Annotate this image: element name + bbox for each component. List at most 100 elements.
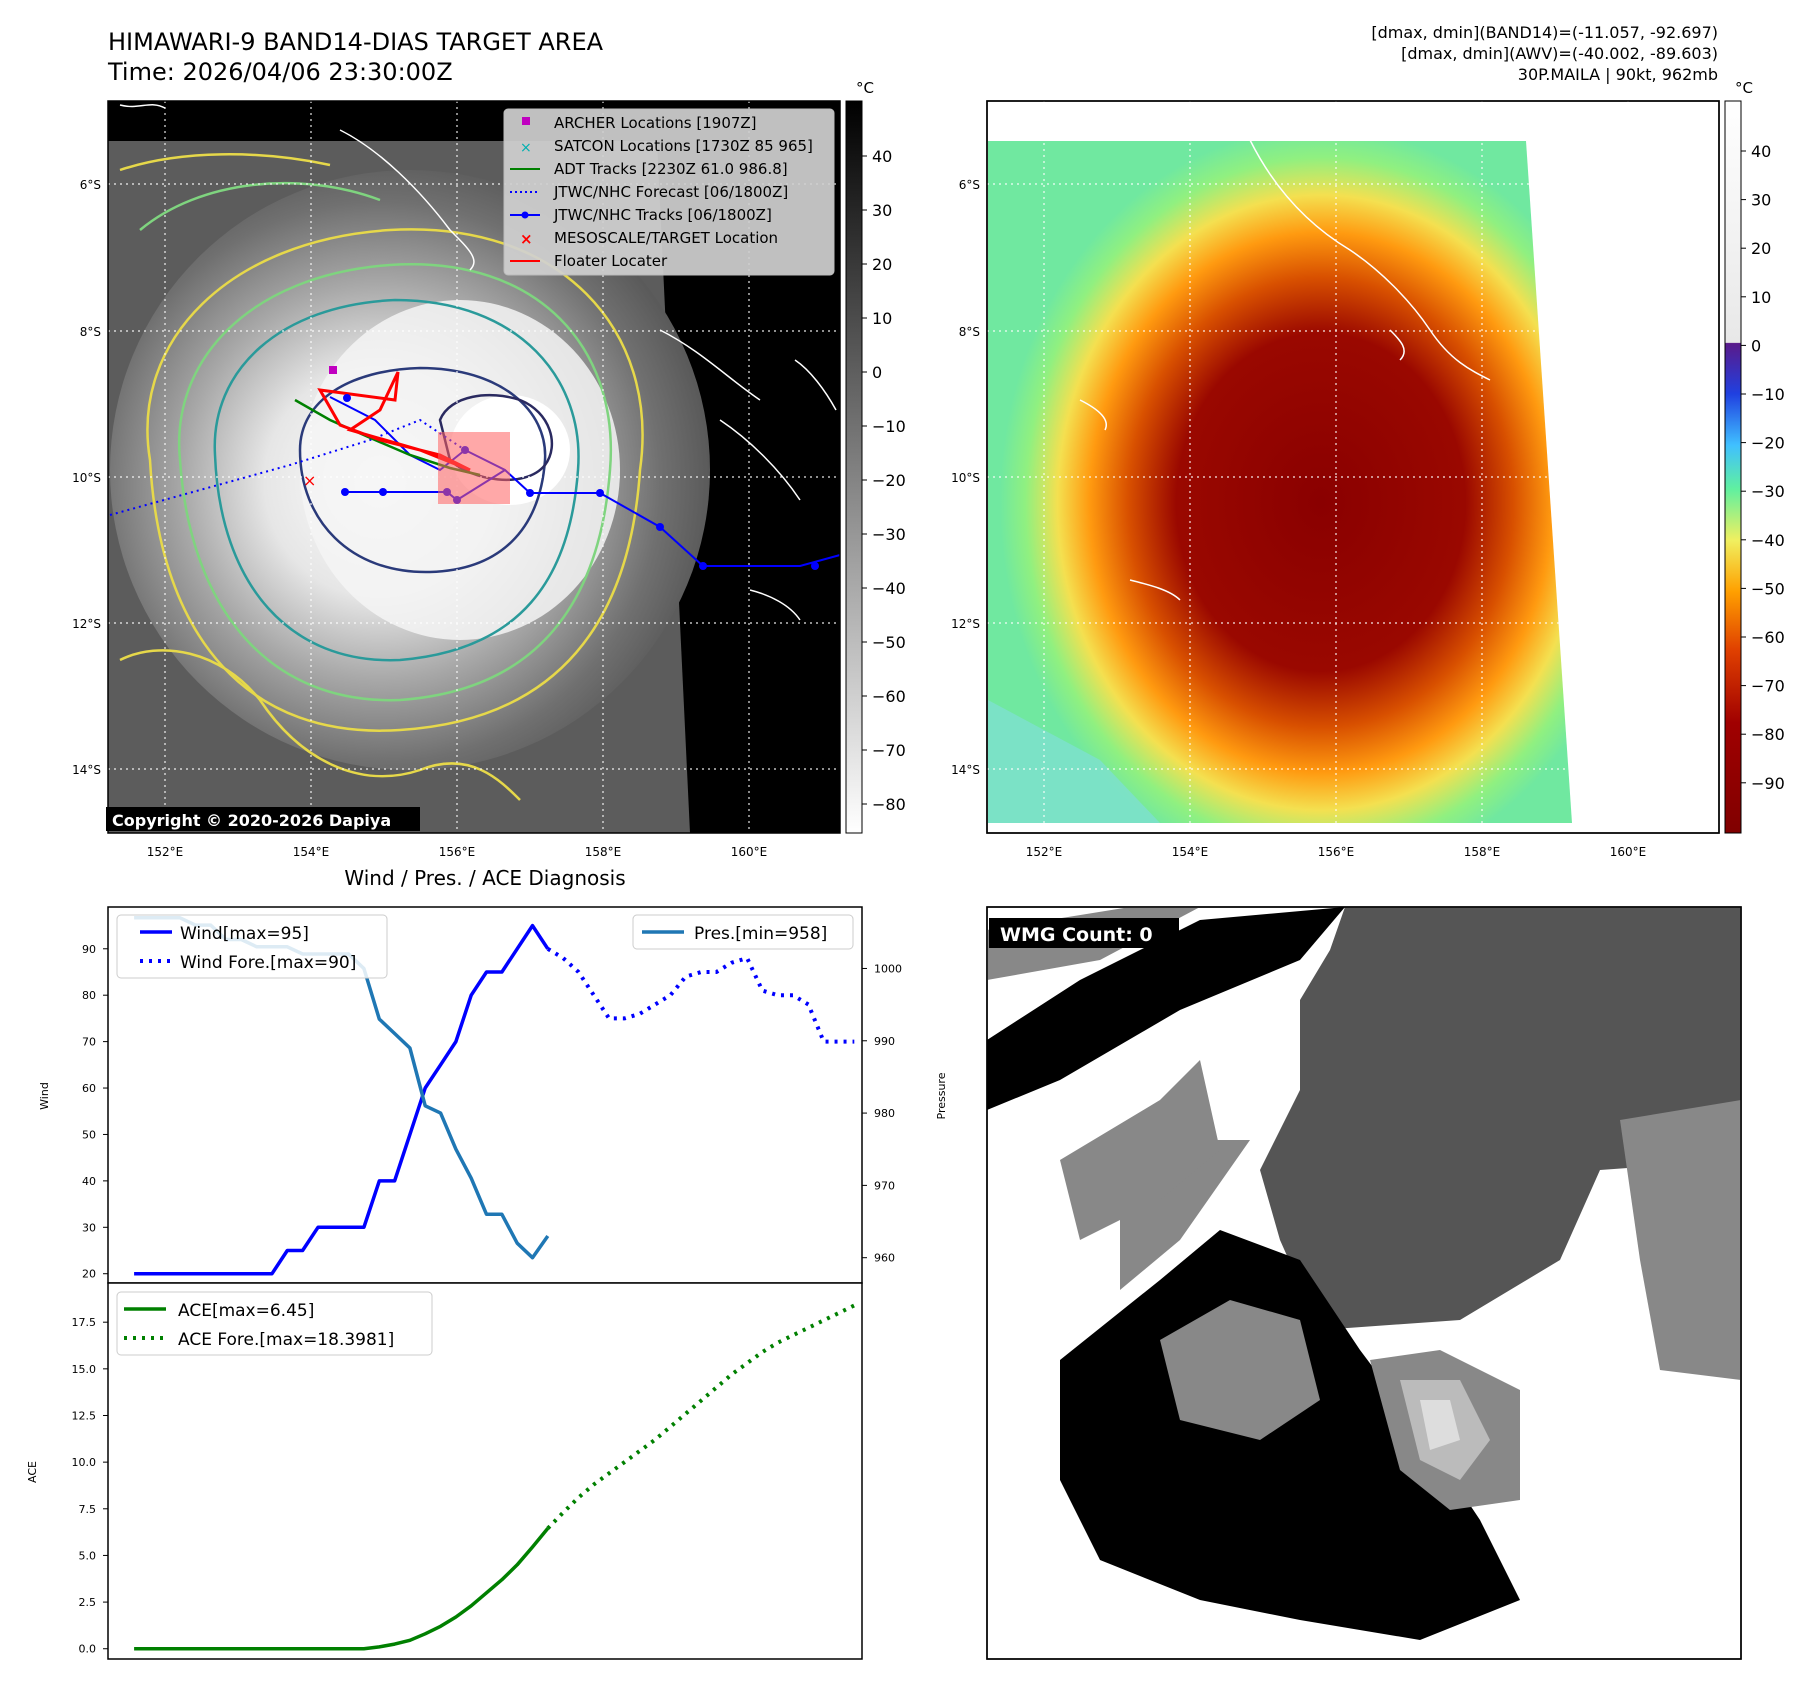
colorbar-color-tick: 20 xyxy=(1751,239,1771,258)
map1-lat-label: 14°S xyxy=(72,763,101,777)
diagnosis-title: Wind / Pres. / ACE Diagnosis xyxy=(344,866,625,890)
colorbar-gray-tick: −10 xyxy=(872,417,906,436)
legend-target: MESOSCALE/TARGET Location xyxy=(554,229,778,247)
colorbar-gray-tick: 30 xyxy=(872,201,892,220)
map1-lat-label: 12°S xyxy=(72,617,101,631)
wind-tick-label: 80 xyxy=(82,989,96,1002)
colorbar-color-tick: −40 xyxy=(1751,531,1785,550)
colorbar-color-tick: 0 xyxy=(1751,336,1761,355)
legend-satcon-icon: × xyxy=(520,140,532,156)
map2-lat-label: 12°S xyxy=(951,617,980,631)
legend-pres: Pres.[min=958] xyxy=(694,924,827,944)
colorbar-gray-tick: 0 xyxy=(872,363,882,382)
pressure-tick-label: 990 xyxy=(874,1035,895,1048)
info-awv: [dmax, dmin](AWV)=(-40.002, -89.603) xyxy=(1401,44,1718,63)
legend-ace-fore: ACE Fore.[max=18.3981] xyxy=(178,1330,394,1350)
wind-pressure-chart: 20 30 40 50 60 70 80 90 960 970 980 990 1000 Wind Pr… xyxy=(38,906,948,1284)
colorbar-color-tick: −50 xyxy=(1751,579,1785,598)
map2-lon-label: 158°E xyxy=(1464,845,1501,859)
svg-text:×: × xyxy=(303,471,316,490)
map1-lon-labels: 152°E 154°E 156°E 158°E 160°E xyxy=(147,845,768,859)
map2-lon-labels: 152°E 154°E 156°E 158°E 160°E xyxy=(1026,845,1647,859)
legend-satcon: SATCON Locations [1730Z 85 965] xyxy=(554,137,813,155)
colorbar-color-unit: °C xyxy=(1735,79,1753,97)
wind-tick-label: 50 xyxy=(82,1128,96,1141)
colorbar-color-tick: −70 xyxy=(1751,677,1785,696)
legend-adt: ADT Tracks [2230Z 61.0 986.8] xyxy=(554,160,788,178)
map-legend: ARCHER Locations [1907Z] × SATCON Locati… xyxy=(503,108,835,276)
wind-legend: Wind[max=95] Wind Fore.[max=90] xyxy=(116,914,388,979)
colorbar-gray: °C 40 30 20 10 0 −10 −20 −30 −40 −50 −60 −70 −80 xyxy=(845,79,906,834)
wind-tick-label: 90 xyxy=(82,943,96,956)
ace-tick-label: 5.0 xyxy=(79,1549,97,1562)
map2-lat-label: 8°S xyxy=(959,325,980,339)
colorbar-color-tick: −80 xyxy=(1751,725,1785,744)
legend-floater: Floater Locater xyxy=(554,252,668,270)
ace-chart: 0.0 2.5 5.0 7.5 10.0 12.5 15.0 17.5 ACE ACE[max… xyxy=(26,1282,863,1660)
ace-tick-label: 10.0 xyxy=(72,1456,97,1469)
colorbar-gray-tick: −40 xyxy=(872,579,906,598)
map2-lat-label: 6°S xyxy=(959,178,980,192)
legend-wind-fore: Wind Fore.[max=90] xyxy=(180,953,356,973)
colorbar-gray-unit: °C xyxy=(856,79,874,97)
map1-lon-label: 152°E xyxy=(147,845,184,859)
ace-tick-label: 0.0 xyxy=(79,1643,97,1656)
map-awv xyxy=(986,100,1720,834)
colorbar-color-tick: −30 xyxy=(1751,482,1785,501)
ace-forecast-line xyxy=(546,1303,856,1530)
map1-lon-label: 156°E xyxy=(439,845,476,859)
wind-tick-label: 20 xyxy=(82,1268,96,1281)
pressure-tick-label: 1000 xyxy=(874,962,902,975)
wmg-count: WMG Count: 0 xyxy=(1000,924,1153,946)
wind-tick-label: 30 xyxy=(82,1221,96,1234)
colorbar-color-tick: −20 xyxy=(1751,434,1785,453)
colorbar-gray-tick: −50 xyxy=(872,633,906,652)
map1-lat-labels: 6°S 8°S 10°S 12°S 14°S xyxy=(72,178,101,777)
pressure-tick-label: 980 xyxy=(874,1107,895,1120)
ace-tick-label: 15.0 xyxy=(72,1363,97,1376)
colorbar-color-tick: −60 xyxy=(1751,628,1785,647)
map1-lon-label: 160°E xyxy=(731,845,768,859)
colorbar-gray-tick: −20 xyxy=(872,471,906,490)
ace-line xyxy=(134,1527,550,1651)
info-band14: [dmax, dmin](BAND14)=(-11.057, -92.697) xyxy=(1371,23,1718,42)
copyright: Copyright © 2020-2026 Dapiya xyxy=(112,811,391,830)
wind-tick-label: 40 xyxy=(82,1175,96,1188)
colorbar-gray-tick: 20 xyxy=(872,255,892,274)
wind-tick-label: 70 xyxy=(82,1036,96,1049)
legend-wind: Wind[max=95] xyxy=(180,924,309,944)
legend-tracks: JTWC/NHC Tracks [06/1800Z] xyxy=(553,206,772,224)
pressure-tick-label: 960 xyxy=(874,1252,895,1265)
colorbar-gray-tick: 40 xyxy=(872,147,892,166)
colorbar-color-tick: 40 xyxy=(1751,142,1771,161)
colorbar-gray-tick: −70 xyxy=(872,741,906,760)
colorbar-color-tick: −90 xyxy=(1751,774,1785,793)
pressure-axis-label: Pressure xyxy=(935,1072,948,1119)
ace-tick-label: 7.5 xyxy=(79,1503,97,1516)
legend-forecast: JTWC/NHC Forecast [06/1800Z] xyxy=(553,183,788,201)
colorbar-color-tick: 30 xyxy=(1751,191,1771,210)
ace-tick-label: 12.5 xyxy=(72,1409,97,1422)
pressure-tick-label: 970 xyxy=(874,1179,895,1192)
legend-target-icon: × xyxy=(520,230,533,248)
map2-lat-labels: 6°S 8°S 10°S 12°S 14°S xyxy=(951,178,980,777)
colorbar-color-tick: 10 xyxy=(1751,288,1771,307)
figure-time: Time: 2026/04/06 23:30:00Z xyxy=(107,58,453,86)
wmg-panel: WMG Count: 0 xyxy=(986,906,1742,1660)
colorbar-color-tick: −10 xyxy=(1751,385,1785,404)
colorbar-gray-tick: −60 xyxy=(872,687,906,706)
ace-axis-label: ACE xyxy=(26,1461,39,1483)
colorbar-gray-tick: −30 xyxy=(872,525,906,544)
ace-tick-label: 17.5 xyxy=(72,1316,97,1329)
map2-lon-label: 156°E xyxy=(1318,845,1355,859)
map1-lat-label: 10°S xyxy=(72,471,101,485)
map1-lat-label: 8°S xyxy=(80,325,101,339)
figure-title: HIMAWARI-9 BAND14-DIAS TARGET AREA xyxy=(108,28,604,56)
wind-axis-label: Wind xyxy=(38,1082,51,1110)
ace-tick-label: 2.5 xyxy=(79,1596,97,1609)
map-band14: × ARCHER Locations [1907Z] × SATCON Loca… xyxy=(106,100,841,834)
map1-lat-label: 6°S xyxy=(80,178,101,192)
colorbar-color: °C 40 30 20 10 0 −10 −20 −30 −40 −50 −60 −70 −80 −90 xyxy=(1724,79,1785,834)
map2-lon-label: 154°E xyxy=(1172,845,1209,859)
